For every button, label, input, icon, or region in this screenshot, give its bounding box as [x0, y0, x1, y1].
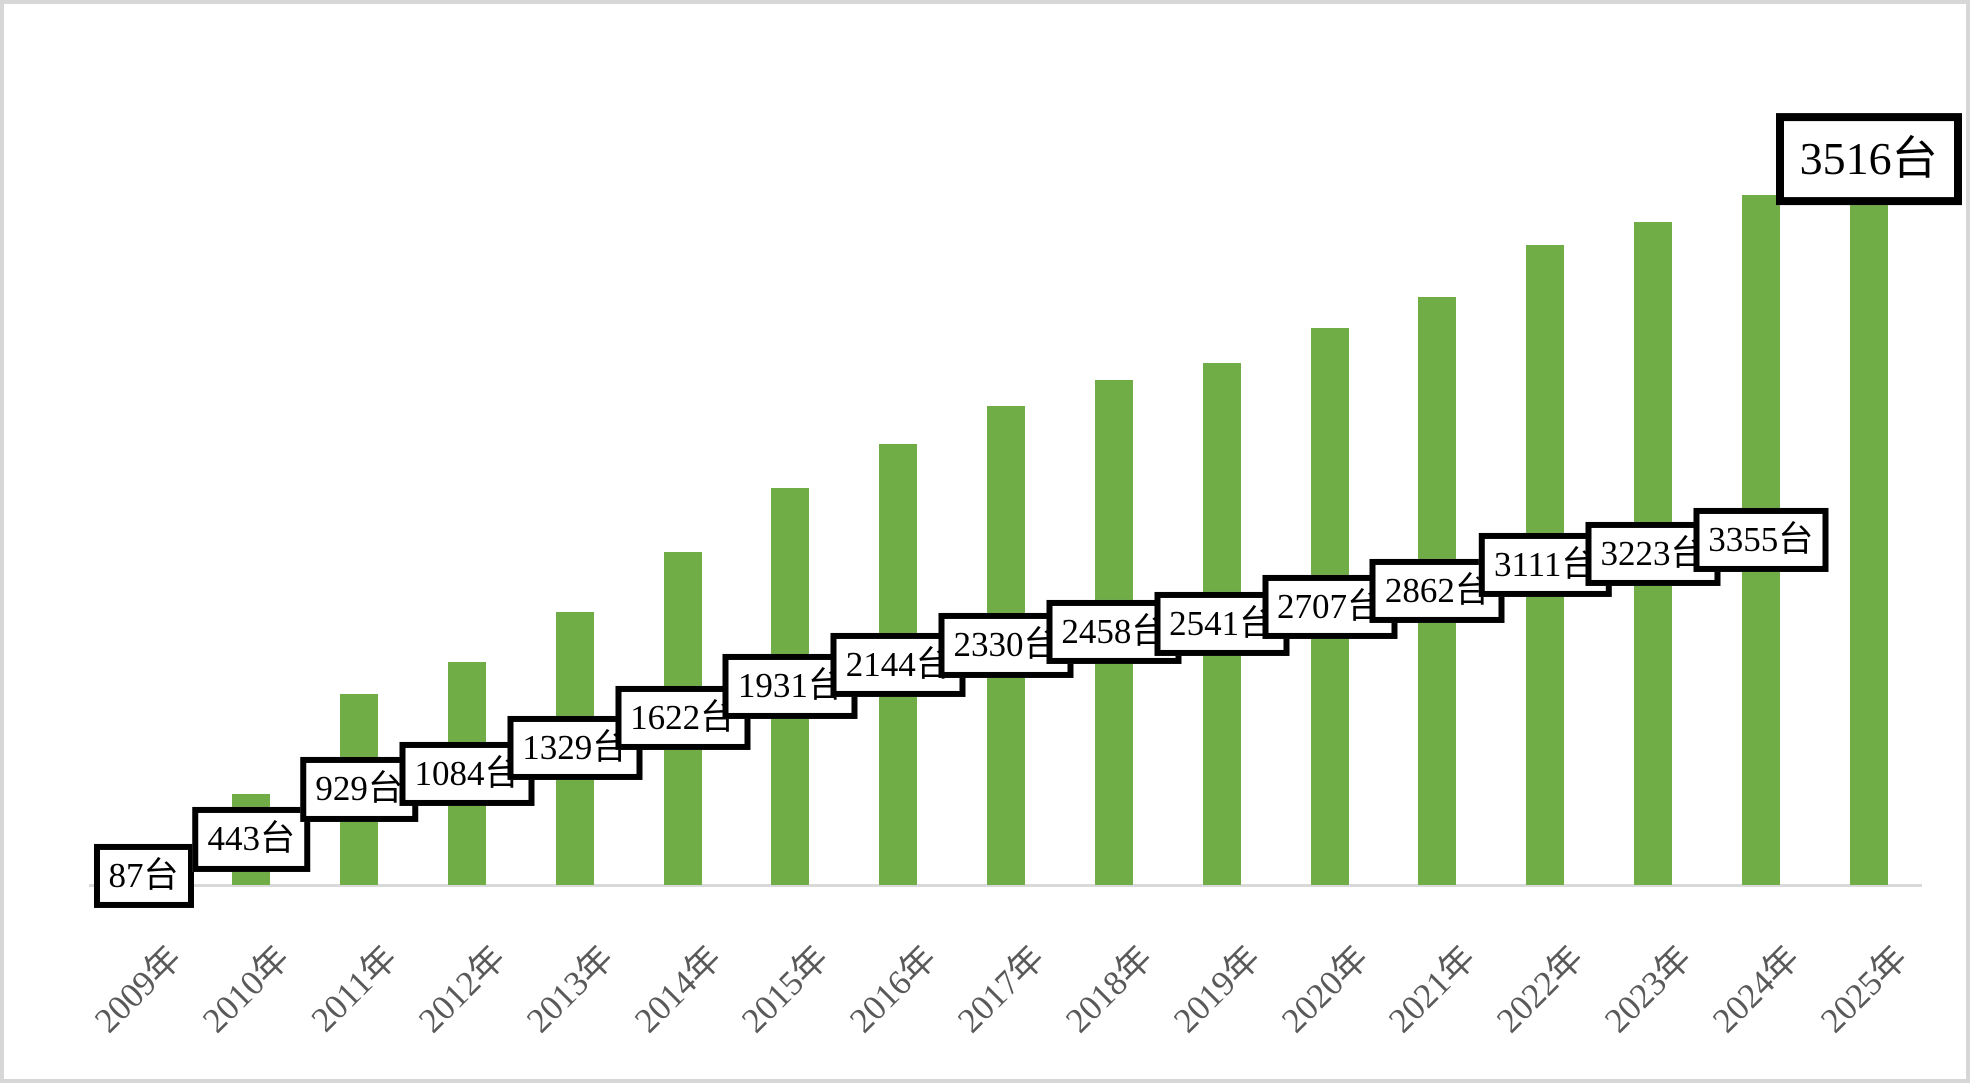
x-tick-label: 2015年	[734, 938, 837, 1041]
data-label-2011: 929台	[300, 757, 418, 822]
x-tick-label: 2019年	[1165, 938, 1268, 1041]
x-tick-label: 2010年	[195, 938, 298, 1041]
data-label-2025: 3516台	[1775, 113, 1962, 206]
plot-area: 87台 2009年 443台 2010年 929台 2011年 1084台 2012年 1329…	[4, 4, 1966, 1079]
data-label-2024: 3355台	[1693, 508, 1829, 573]
x-tick-label: 2014年	[626, 938, 729, 1041]
x-tick-label: 2024年	[1704, 938, 1807, 1041]
x-tick-label: 2018年	[1057, 938, 1160, 1041]
data-label-2009: 87台	[93, 844, 194, 909]
x-tick-label: 2011年	[304, 938, 406, 1040]
x-tick-label: 2013年	[518, 938, 621, 1041]
x-tick-label: 2025年	[1812, 938, 1915, 1041]
data-label-2010: 443台	[192, 807, 311, 872]
x-tick-label: 2021年	[1381, 938, 1484, 1041]
x-tick-label: 2023年	[1597, 938, 1699, 1041]
x-tick-label: 2016年	[842, 938, 945, 1041]
x-tick-label: 2012年	[411, 938, 513, 1041]
x-tick-label: 2022年	[1489, 938, 1592, 1041]
x-tick-label: 2020年	[1273, 938, 1376, 1041]
x-tick-label: 2017年	[950, 938, 1052, 1041]
bar-2025	[1849, 162, 1888, 885]
x-tick-label: 2009年	[87, 938, 190, 1041]
x-axis-line	[89, 884, 1922, 887]
